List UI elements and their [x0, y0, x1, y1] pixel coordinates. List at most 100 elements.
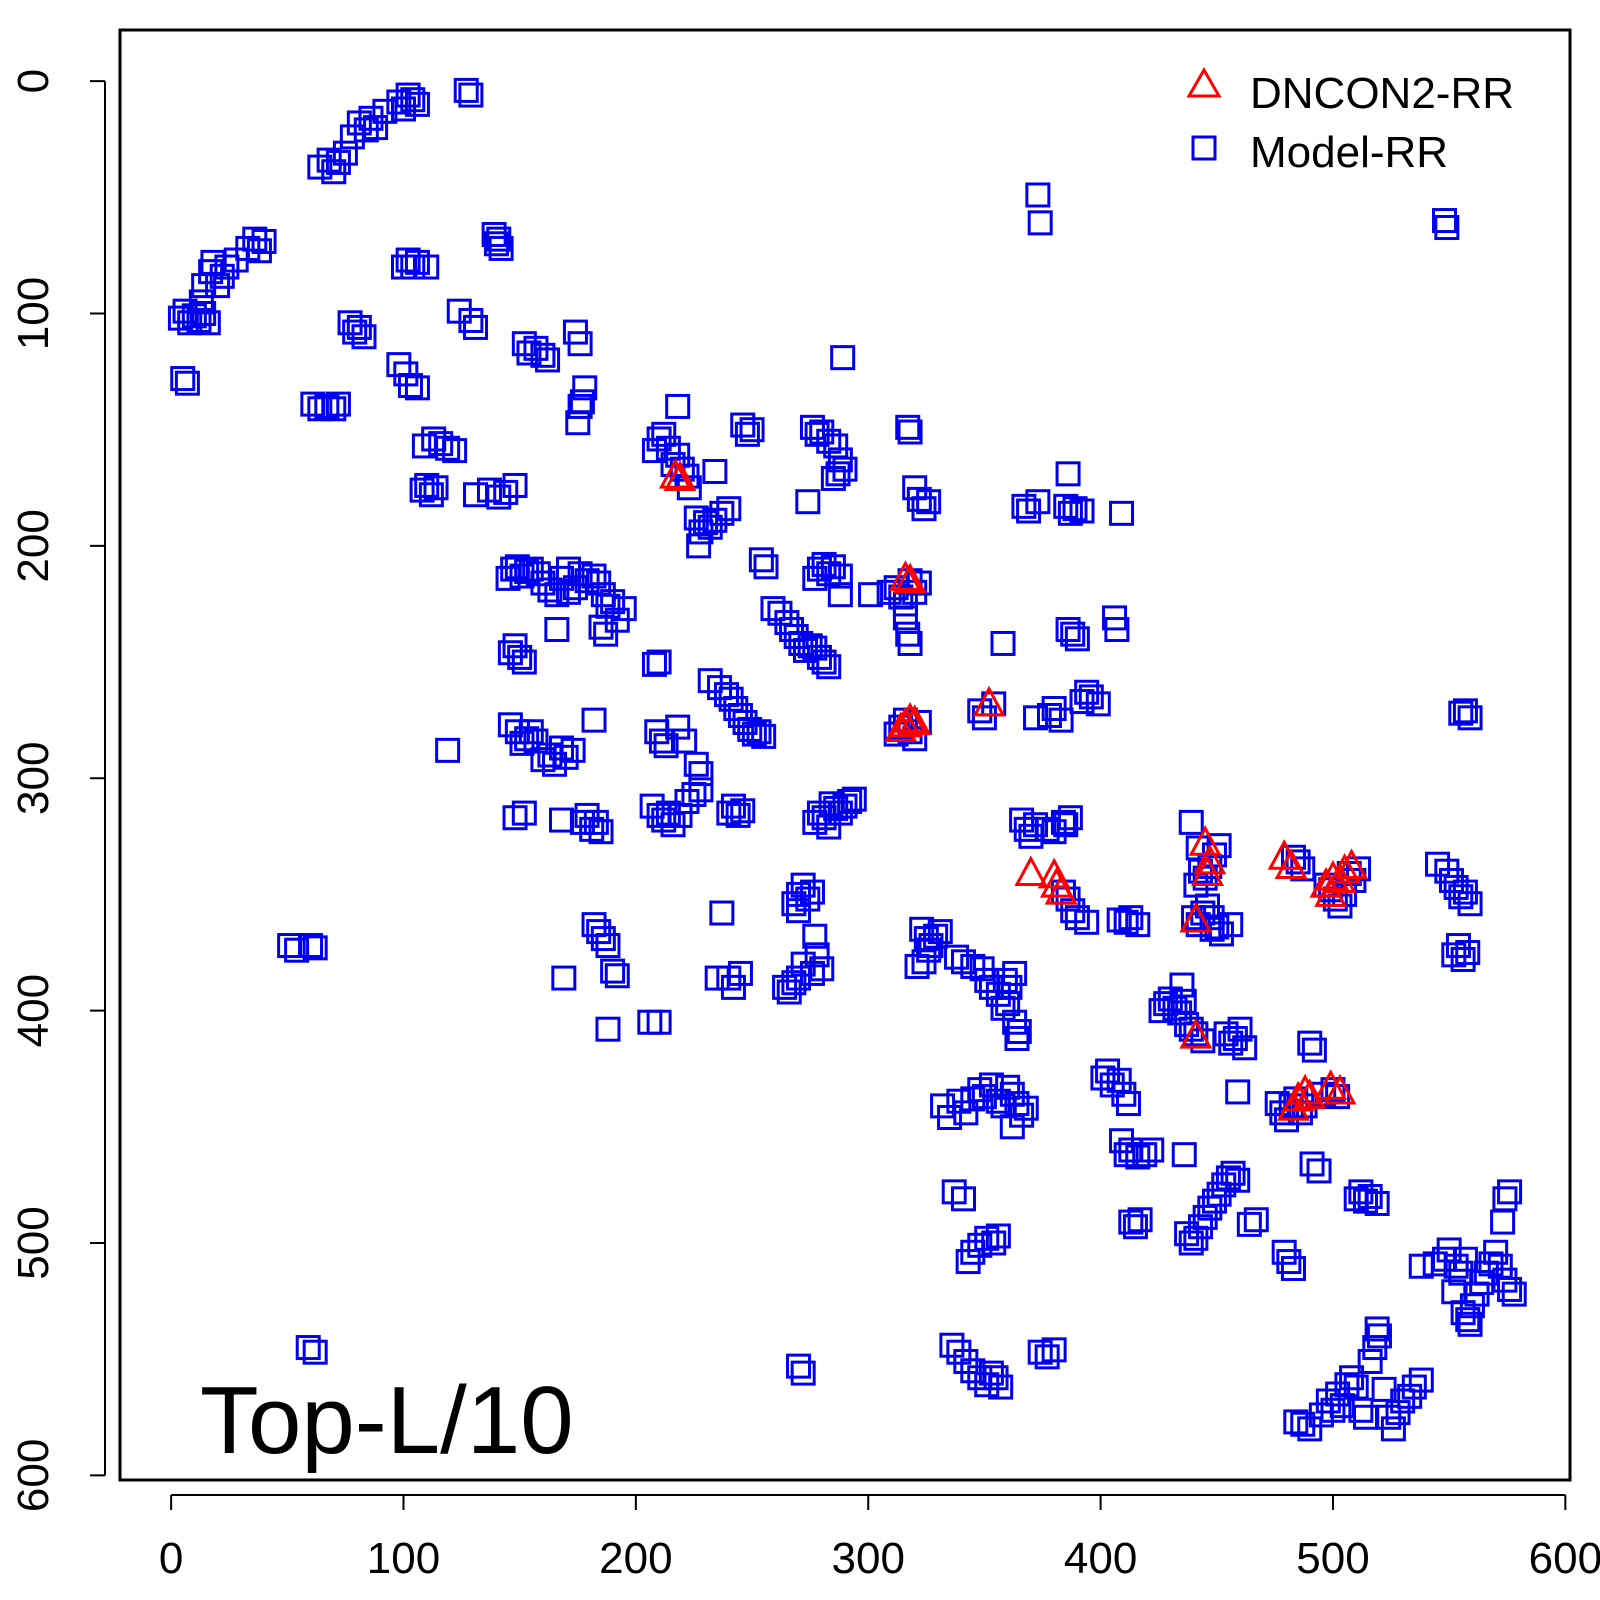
model-rr-point	[363, 115, 389, 141]
model-rr-point	[730, 412, 756, 438]
x-tick-label: 100	[367, 1534, 440, 1583]
model-rr-point	[332, 140, 358, 166]
model-rr-point	[709, 500, 735, 526]
model-rr-point	[786, 881, 812, 907]
y-tick-label: 200	[9, 509, 58, 582]
model-rr-point	[553, 744, 579, 770]
x-tick-label: 500	[1296, 1534, 1369, 1583]
model-rr-point	[1408, 1367, 1434, 1393]
model-rr-point	[1366, 1323, 1392, 1349]
model-rr-point	[549, 565, 575, 591]
model-rr-point	[1174, 1221, 1200, 1247]
model-rr-point	[697, 668, 723, 694]
model-rr-point	[1011, 493, 1037, 519]
model-rr-point	[302, 1339, 328, 1365]
model-rr-point	[574, 802, 600, 828]
model-rr-point	[1225, 1079, 1251, 1105]
model-rr-point	[1299, 1151, 1325, 1177]
model-rr-point	[1339, 1365, 1365, 1391]
model-rr-point	[804, 942, 830, 968]
model-rr-point	[953, 1100, 979, 1126]
model-rr-point	[458, 307, 484, 333]
model-rr-point	[400, 87, 426, 113]
model-rr-point	[1055, 617, 1081, 643]
model-rr-point	[170, 366, 196, 392]
model-rr-point	[174, 370, 200, 396]
model-rr-point	[760, 596, 786, 622]
model-rr-point	[683, 751, 709, 777]
model-rr-point	[923, 923, 949, 949]
model-rr-point	[1220, 1160, 1246, 1186]
model-rr-point	[941, 1179, 967, 1205]
model-rr-point	[481, 221, 507, 247]
dncon2-rr-point	[888, 560, 922, 591]
dncon2-rr-point	[1314, 1069, 1348, 1100]
model-rr-point	[581, 563, 607, 589]
model-rr-point	[820, 465, 846, 491]
y-tick-label: 500	[9, 1206, 58, 1279]
model-rr-point	[1201, 1188, 1227, 1214]
dncon2-rr-point	[1293, 1078, 1327, 1110]
model-rr-point	[1315, 1388, 1341, 1414]
model-rr-point	[892, 605, 918, 631]
model-rr-point	[486, 226, 512, 252]
model-rr-point	[1055, 461, 1081, 487]
model-rr-point	[837, 788, 863, 814]
dncon2-rr-point	[1328, 853, 1362, 884]
model-rr-point	[1301, 1037, 1327, 1063]
model-rr-point	[611, 596, 637, 622]
model-rr-point	[806, 644, 832, 670]
model-rr-point	[463, 314, 489, 340]
y-tick-label: 300	[9, 742, 58, 815]
model-rr-point	[646, 1009, 672, 1035]
model-rr-point	[476, 477, 502, 503]
model-rr-point	[720, 974, 746, 1000]
x-tick-label: 400	[1064, 1534, 1137, 1583]
model-rr-point	[435, 737, 461, 763]
model-rr-point	[895, 621, 921, 647]
model-rr-point	[1127, 1207, 1153, 1233]
model-rr-point	[811, 805, 837, 831]
legend-label-dncon2-rr: DNCON2-RR	[1250, 69, 1514, 118]
dncon2-rr-point	[893, 701, 927, 733]
model-rr-point	[307, 154, 333, 180]
model-rr-point	[1006, 1019, 1032, 1045]
dncon2-rr-point	[1193, 843, 1227, 875]
model-rr-point	[1443, 1253, 1469, 1279]
model-rr-point	[588, 614, 614, 640]
model-rr-point	[806, 800, 832, 826]
model-rr-point	[799, 879, 825, 905]
model-rr-point	[809, 419, 835, 445]
dncon2-rr-point	[1179, 1018, 1213, 1049]
model-rr-point	[1271, 1239, 1297, 1265]
model-rr-point	[841, 786, 867, 812]
model-rr-point	[567, 393, 593, 419]
model-rr-point	[918, 933, 944, 959]
model-rr-point	[734, 421, 760, 447]
model-rr-point	[1280, 1256, 1306, 1282]
model-rr-point	[985, 1088, 1011, 1114]
model-rr-point	[944, 944, 970, 970]
model-rr-point	[811, 649, 837, 675]
model-rr-point	[727, 702, 753, 728]
model-rr-point	[1169, 972, 1195, 998]
model-rr-point	[702, 459, 728, 485]
model-rr-point	[951, 1186, 977, 1212]
model-rr-point	[342, 319, 368, 345]
model-rr-point	[985, 1223, 1011, 1249]
model-rr-point	[395, 247, 421, 273]
model-rr-point	[827, 582, 853, 608]
dncon2-rr-point	[893, 562, 927, 594]
model-rr-point	[549, 807, 575, 833]
model-rr-point	[1497, 1276, 1523, 1302]
model-rr-point	[493, 479, 519, 505]
model-rr-point	[423, 475, 449, 501]
model-rr-point	[1078, 684, 1104, 710]
model-rr-point	[1492, 1186, 1518, 1212]
model-rr-point	[595, 1016, 621, 1042]
model-rr-point	[897, 630, 923, 656]
model-rr-point	[516, 340, 542, 366]
model-rr-point	[583, 809, 609, 835]
panel-annotation: Top-L/10	[200, 1367, 574, 1474]
model-rr-point	[1490, 1209, 1516, 1235]
